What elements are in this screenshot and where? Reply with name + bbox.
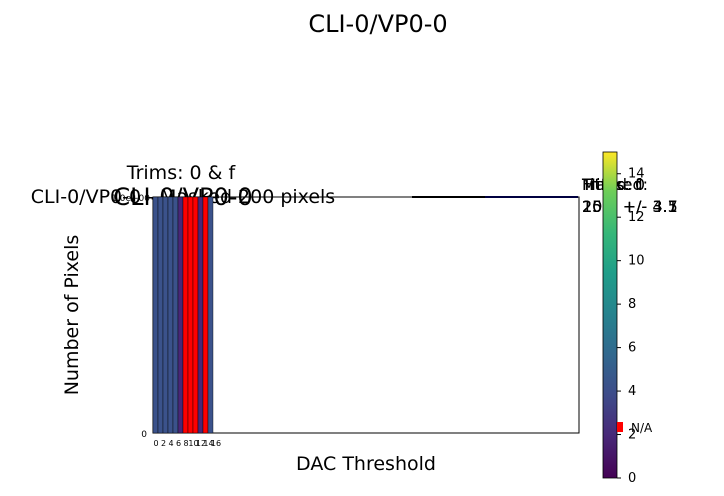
colorbar-ticks-group: 0 2 4 6 8 10 12 14 [617, 167, 645, 486]
colorbar-tick-label: 10 [628, 254, 645, 269]
colorbar-tick-label: 2 [628, 428, 636, 443]
x-axis-label: DAC Threshold [296, 453, 436, 475]
x-tick-label: 6 [176, 439, 181, 448]
x-tick-label: 0 [153, 439, 158, 448]
bars-group [152, 196, 214, 434]
bar-3 [167, 196, 174, 434]
x-tick-label: 2 [161, 439, 166, 448]
x-tick-label: 10 [188, 439, 198, 448]
colorbar-tick-label: 14 [628, 167, 645, 182]
plot-frame [152, 196, 580, 434]
bar-5 [177, 196, 184, 434]
colorbar-tick-label: 0 [628, 471, 636, 486]
colorbar [602, 151, 618, 479]
chart-title: CLI-0/VP0-0 [308, 10, 447, 38]
x-tick-label: 14 [203, 439, 213, 448]
colorbar-tick-label: 8 [628, 297, 636, 312]
y-tick-zero: 0 [141, 430, 147, 440]
x-tick-label: 12 [196, 439, 206, 448]
bar-4 [172, 196, 179, 434]
x-tick-label: 8 [183, 439, 188, 448]
chart-subtitle-1: Trims: 0 & f [126, 162, 237, 184]
na-swatch [617, 422, 623, 432]
bar-8 [192, 196, 199, 434]
bar-0 [152, 196, 159, 434]
na-label: N/A [631, 421, 653, 435]
bar-1 [157, 196, 164, 434]
bar-11 [207, 196, 214, 434]
x-tick-label: 16 [211, 439, 221, 448]
bar-10 [202, 196, 209, 434]
colorbar-tick-label: 12 [628, 210, 645, 225]
bar-9 [197, 196, 204, 434]
colorbar-tick-label: 4 [628, 384, 636, 399]
bar-7 [187, 196, 194, 434]
y-tick-top: 1.0e+00 [111, 194, 150, 204]
y-axis-label: Number of Pixels [61, 235, 83, 396]
bar-6 [182, 196, 189, 434]
x-tick-label: 4 [168, 439, 173, 448]
colorbar-tick-label: 6 [628, 341, 636, 356]
bar-2 [162, 196, 169, 434]
